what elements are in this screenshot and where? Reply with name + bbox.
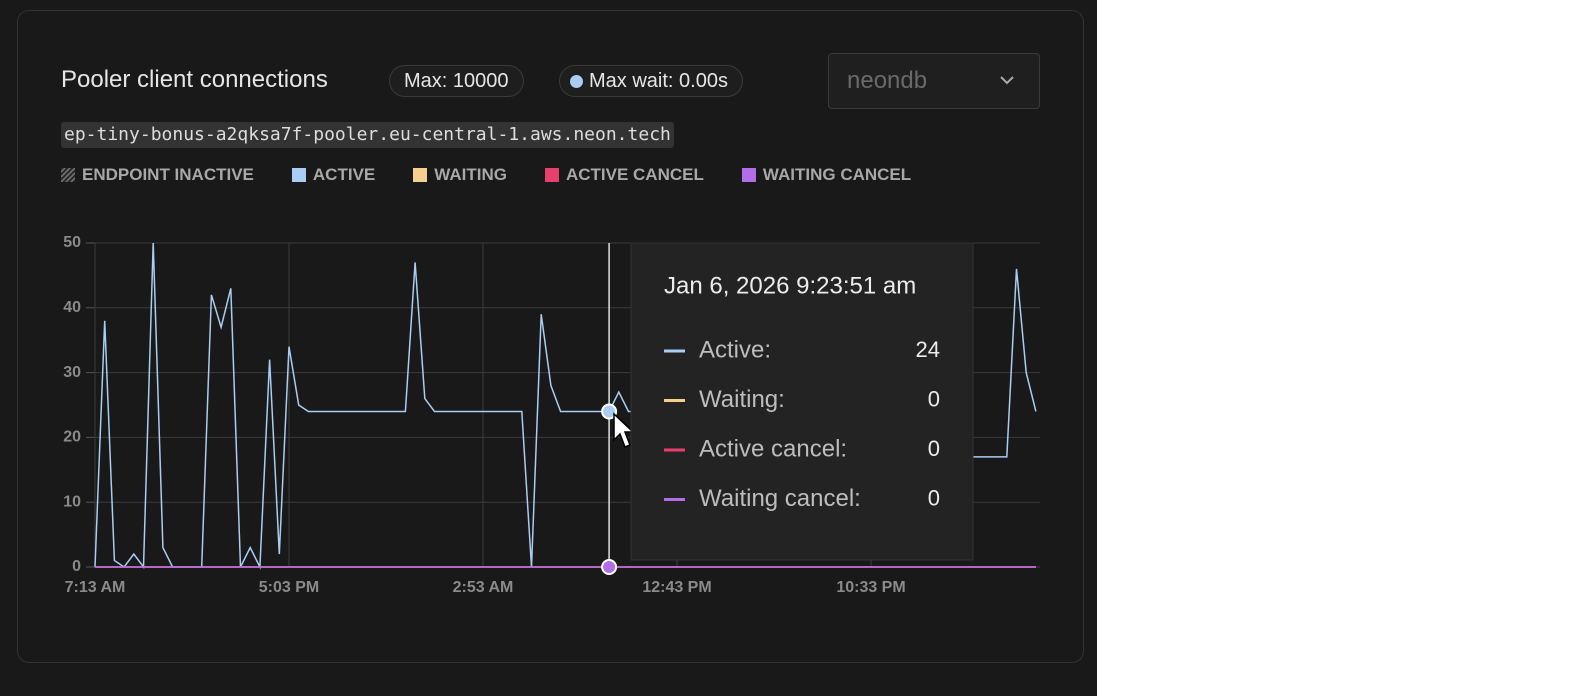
max-wait-text: Max wait: 0.00s (589, 70, 728, 92)
tooltip-label: Active: (699, 336, 771, 363)
y-tick-label: 30 (63, 364, 81, 381)
x-tick-label: 2:53 AM (453, 579, 514, 596)
y-tick-label: 40 (63, 299, 81, 316)
legend-label: WAITING (434, 165, 507, 184)
legend-label: ACTIVE (312, 165, 376, 184)
legend: ENDPOINT INACTIVE ACTIVE WAITING ACTIVE CA… (61, 164, 911, 186)
legend-item[interactable]: WAITING (413, 164, 507, 186)
dot (570, 74, 583, 88)
database-select[interactable]: neondb (828, 53, 1040, 109)
legend-item[interactable]: ENDPOINT INACTIVE (61, 164, 254, 186)
legend-label: ENDPOINT INACTIVE (82, 165, 254, 184)
tooltip-label: Waiting: (699, 386, 785, 413)
x-tick-label: 12:43 PM (642, 579, 711, 596)
hostname: ep-tiny-bonus-a2qksa7f-pooler.eu-central… (61, 122, 674, 148)
legend-swatch (741, 168, 756, 182)
legend-swatch (544, 168, 559, 182)
legend-label: WAITING CANCEL (762, 165, 912, 184)
hover-dot (601, 559, 618, 575)
legend-label: ACTIVE CANCEL (565, 165, 704, 184)
legend-item[interactable]: ACTIVE (291, 164, 376, 186)
tooltip-value: 24 (916, 337, 940, 362)
tooltip-title: Jan 6, 2026 9:23:51 am (664, 272, 916, 299)
panel: 0 10 20 30 40 50 7:13 AM 5:03 PM 2:53 AM 12:43 PM… (0, 0, 1097, 696)
tooltip-value: 0 (928, 436, 940, 461)
cursor (613, 412, 635, 448)
y-tick-label: 20 (63, 429, 81, 446)
tooltip-value: 0 (928, 485, 940, 510)
hatch-swatch (61, 168, 75, 182)
tooltip-box (630, 242, 974, 561)
x-tick-label: 7:13 AM (65, 579, 126, 596)
max-wait-badge: Max wait: 0.00s (559, 65, 743, 97)
chart-title: Pooler client connections (61, 66, 328, 93)
tooltip-label: Active cancel: (699, 435, 847, 462)
tooltip-label: Waiting cancel: (699, 485, 861, 512)
legend-item[interactable]: WAITING CANCEL (741, 164, 912, 186)
chevron (1000, 76, 1014, 85)
database-name: neondb (847, 67, 928, 94)
max-badge: Max: 10000 (389, 65, 524, 97)
legend-swatch (291, 168, 306, 182)
hover-dot (601, 403, 618, 420)
legend-swatch (413, 168, 428, 182)
max-text: Max: 10000 (404, 70, 509, 92)
chart: 0 10 20 30 40 50 7:13 AM 5:03 PM 2:53 AM 12:43 PM… (63, 234, 1040, 596)
y-tick-label: 0 (72, 558, 81, 575)
x-tick-label: 10:33 PM (836, 579, 905, 596)
y-tick-label: 10 (63, 493, 81, 510)
x-tick-label: 5:03 PM (259, 579, 319, 596)
tooltip-value: 0 (928, 386, 940, 411)
y-tick-label: 50 (63, 234, 81, 251)
legend-item[interactable]: ACTIVE CANCEL (544, 164, 704, 186)
card (17, 10, 1084, 663)
